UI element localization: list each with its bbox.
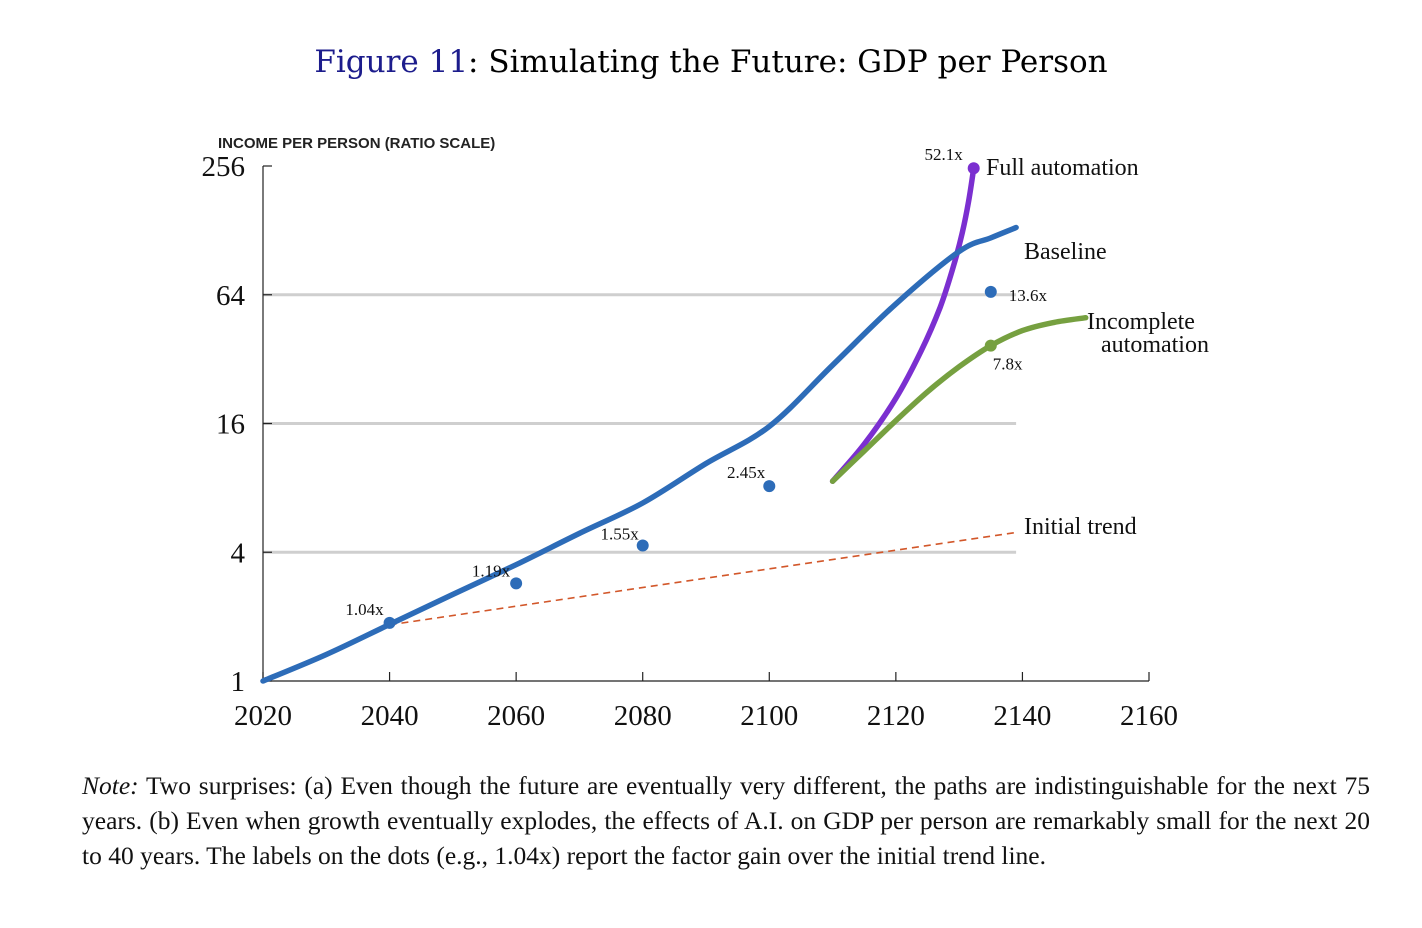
data-point-52.1x: [967, 162, 980, 175]
x-tick-label-2120: 2120: [867, 700, 925, 732]
label-layer: 1.04x 1.19x 1.55x 2.45x 13.6x 7.8x 52.1x Initia…: [345, 145, 1209, 619]
data-point-13.6x: [984, 285, 997, 298]
y-tick-label-1: 1: [231, 666, 246, 698]
series-label-incomplete-automation-2: automation: [1101, 332, 1209, 358]
series-incomplete-automation-line: [829, 314, 1089, 484]
series-label-full-automation: Full automation: [986, 155, 1139, 181]
note-text: Two surprises: (a) Even though the futur…: [82, 771, 1370, 870]
y-tick-label-256: 256: [202, 151, 246, 183]
y-tick-label-64: 64: [216, 280, 246, 312]
grid-layer: [263, 293, 1017, 554]
series-layer: [260, 165, 1089, 684]
x-tick-label-2140: 2140: [993, 700, 1051, 732]
series-full-automation-line: [829, 165, 977, 484]
data-label-1.04x: 1.04x: [345, 600, 384, 619]
data-label-7.8x: 7.8x: [993, 355, 1023, 374]
series-label-incomplete-automation-1: Incomplete: [1087, 309, 1195, 335]
y-tick-label-4: 4: [231, 537, 246, 569]
x-tick-label-2060: 2060: [487, 700, 545, 732]
data-point-2.45x: [763, 480, 776, 493]
data-point-1.04x: [383, 616, 396, 629]
figure-title-text: : Simulating the Future: GDP per Person: [468, 44, 1108, 80]
x-tick-label-2020: 2020: [234, 700, 292, 732]
data-label-2.45x: 2.45x: [727, 463, 766, 482]
x-tick-label-2080: 2080: [614, 700, 672, 732]
data-point-1.55x: [636, 539, 649, 552]
data-point-1.19x: [510, 577, 523, 590]
x-tick-label-2040: 2040: [361, 700, 419, 732]
y-tick-label-16: 16: [216, 409, 245, 441]
data-label-1.19x: 1.19x: [472, 561, 511, 580]
series-label-initial-trend: Initial trend: [1024, 514, 1137, 540]
figure-title: Figure 11: Simulating the Future: GDP pe…: [0, 44, 1422, 80]
data-label-52.1x: 52.1x: [924, 145, 963, 164]
series-baseline-line: [260, 224, 1019, 684]
y-axis-title: INCOME PER PERSON (RATIO SCALE): [218, 135, 495, 152]
series-initial-trend-line: [389, 531, 1017, 626]
axis-layer: 1 4 16 64 256 2020 2040 2060 2080 2100 2120 2140 216…: [202, 151, 1179, 732]
x-tick-label-2100: 2100: [740, 700, 798, 732]
data-point-7.8x: [984, 339, 997, 352]
figure-ref: Figure 11: [314, 44, 469, 80]
series-label-baseline: Baseline: [1024, 239, 1107, 265]
x-tick-label-2160: 2160: [1120, 700, 1178, 732]
data-label-13.6x: 13.6x: [1009, 286, 1048, 305]
dot-layer: [383, 162, 997, 629]
note-lead: Note:: [82, 771, 139, 800]
figure-note: Note: Two surprises: (a) Even though the…: [82, 768, 1370, 873]
data-label-1.55x: 1.55x: [600, 525, 639, 544]
